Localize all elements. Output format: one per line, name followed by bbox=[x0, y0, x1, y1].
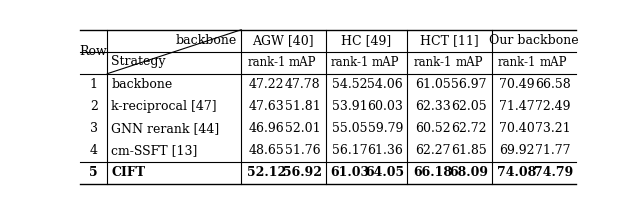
Text: 51.81: 51.81 bbox=[285, 100, 321, 113]
Text: 55.05: 55.05 bbox=[332, 122, 368, 135]
Text: 4: 4 bbox=[90, 144, 98, 157]
Text: CIFT: CIFT bbox=[111, 166, 145, 179]
Text: 68.09: 68.09 bbox=[449, 166, 488, 179]
Text: 2: 2 bbox=[90, 100, 97, 113]
Text: 52.12: 52.12 bbox=[247, 166, 286, 179]
Text: 62.27: 62.27 bbox=[415, 144, 451, 157]
Text: 69.92: 69.92 bbox=[499, 144, 535, 157]
Text: 54.06: 54.06 bbox=[367, 78, 403, 91]
Text: 62.05: 62.05 bbox=[451, 100, 487, 113]
Text: k-reciprocal [47]: k-reciprocal [47] bbox=[111, 100, 217, 113]
Text: cm-SSFT [13]: cm-SSFT [13] bbox=[111, 144, 198, 157]
Text: 61.85: 61.85 bbox=[451, 144, 487, 157]
Text: 54.52: 54.52 bbox=[332, 78, 368, 91]
Text: mAP: mAP bbox=[455, 56, 483, 69]
Text: mAP: mAP bbox=[371, 56, 399, 69]
Text: 47.63: 47.63 bbox=[248, 100, 284, 113]
Text: rank-1: rank-1 bbox=[331, 56, 369, 69]
Text: Row: Row bbox=[80, 45, 108, 58]
Text: 53.91: 53.91 bbox=[332, 100, 368, 113]
Text: 61.05: 61.05 bbox=[415, 78, 451, 91]
Text: 62.72: 62.72 bbox=[451, 122, 486, 135]
Text: HCT [11]: HCT [11] bbox=[420, 34, 479, 47]
Text: 52.01: 52.01 bbox=[285, 122, 321, 135]
Text: 51.76: 51.76 bbox=[285, 144, 321, 157]
Text: 64.05: 64.05 bbox=[365, 166, 405, 179]
Text: 46.96: 46.96 bbox=[248, 122, 284, 135]
Text: 56.97: 56.97 bbox=[451, 78, 486, 91]
Text: 74.79: 74.79 bbox=[534, 166, 573, 179]
Text: rank-1: rank-1 bbox=[413, 56, 452, 69]
Text: 3: 3 bbox=[90, 122, 98, 135]
Text: GNN rerank [44]: GNN rerank [44] bbox=[111, 122, 220, 135]
Text: 73.21: 73.21 bbox=[536, 122, 571, 135]
Text: 66.18: 66.18 bbox=[413, 166, 452, 179]
Text: rank-1: rank-1 bbox=[247, 56, 285, 69]
Text: 48.65: 48.65 bbox=[248, 144, 284, 157]
Text: 61.36: 61.36 bbox=[367, 144, 403, 157]
Text: 62.33: 62.33 bbox=[415, 100, 451, 113]
Text: 47.78: 47.78 bbox=[285, 78, 321, 91]
Text: 56.92: 56.92 bbox=[284, 166, 323, 179]
Text: AGW [40]: AGW [40] bbox=[253, 34, 314, 47]
Text: backbone: backbone bbox=[176, 34, 237, 47]
Text: backbone: backbone bbox=[111, 78, 173, 91]
Text: 47.22: 47.22 bbox=[249, 78, 284, 91]
Text: 71.77: 71.77 bbox=[536, 144, 571, 157]
Text: Strategy: Strategy bbox=[111, 55, 166, 68]
Text: 59.79: 59.79 bbox=[367, 122, 403, 135]
Text: 70.49: 70.49 bbox=[499, 78, 535, 91]
Text: 71.47: 71.47 bbox=[499, 100, 535, 113]
Text: HC [49]: HC [49] bbox=[341, 34, 392, 47]
Text: mAP: mAP bbox=[289, 56, 317, 69]
Text: rank-1: rank-1 bbox=[498, 56, 536, 69]
Text: Our backbone: Our backbone bbox=[489, 34, 579, 47]
Text: 60.03: 60.03 bbox=[367, 100, 403, 113]
Text: 61.03: 61.03 bbox=[330, 166, 370, 179]
Text: 74.08: 74.08 bbox=[497, 166, 536, 179]
Text: 70.40: 70.40 bbox=[499, 122, 535, 135]
Text: 66.58: 66.58 bbox=[535, 78, 571, 91]
Text: 5: 5 bbox=[90, 166, 98, 179]
Text: mAP: mAP bbox=[540, 56, 567, 69]
Text: 60.52: 60.52 bbox=[415, 122, 451, 135]
Text: 1: 1 bbox=[90, 78, 98, 91]
Text: 72.49: 72.49 bbox=[536, 100, 571, 113]
Text: 56.17: 56.17 bbox=[332, 144, 368, 157]
